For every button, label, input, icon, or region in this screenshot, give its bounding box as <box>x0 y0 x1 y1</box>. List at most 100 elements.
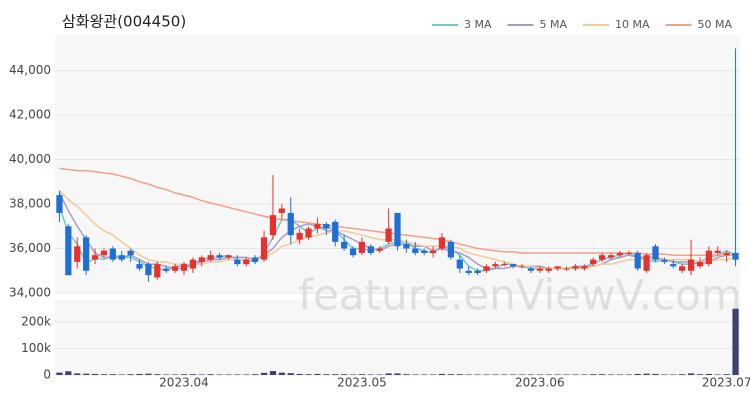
candle-body <box>65 226 72 276</box>
candle-body <box>376 248 383 251</box>
candle-body <box>732 252 739 260</box>
candle-body <box>661 259 668 262</box>
volume-bar <box>385 373 392 375</box>
watermark: feature.enViewV.com <box>298 271 741 320</box>
candle-body <box>323 224 330 229</box>
volume-bar <box>287 373 294 375</box>
volume-bar <box>100 374 108 375</box>
y-tick-label: 36,000 <box>9 241 51 255</box>
candle-body <box>198 257 205 262</box>
volume-bar <box>323 374 330 375</box>
candle-body <box>349 248 357 256</box>
volume-bar <box>607 374 615 375</box>
candle-body <box>74 246 81 262</box>
volume-bar <box>127 374 134 375</box>
volume-bar <box>447 374 454 375</box>
volume-bar <box>243 374 250 375</box>
y-tick-label: 38,000 <box>9 197 51 211</box>
candle-body <box>581 266 588 269</box>
volume-bar <box>91 373 99 375</box>
candle-body <box>243 259 250 265</box>
candle-body <box>234 259 241 265</box>
candle-body <box>607 255 615 258</box>
volume-bar <box>545 374 552 375</box>
chart-title: 삼화왕관(004450) <box>62 13 186 31</box>
y-tick-label: 42,000 <box>9 108 51 122</box>
candle-body <box>171 266 179 271</box>
candle-body <box>287 212 294 236</box>
y-tick-label: 34,000 <box>9 286 51 300</box>
volume-bar <box>492 374 499 375</box>
volume-bar <box>154 374 161 375</box>
volume-bar <box>501 374 508 375</box>
volume-bar <box>189 374 197 375</box>
volume-bar <box>367 374 374 375</box>
candle-body <box>314 224 321 229</box>
candle-body <box>438 237 446 249</box>
volume-bar <box>625 374 632 375</box>
candle-body <box>269 215 277 236</box>
candle-body <box>429 250 437 253</box>
candle-body <box>598 255 606 260</box>
x-tick-label: 2023.04 <box>159 376 209 390</box>
volume-bar <box>723 374 730 375</box>
volume-bar <box>563 374 570 375</box>
candle-body <box>545 268 552 271</box>
candle-body <box>687 259 695 271</box>
volume-bar <box>56 372 63 375</box>
volume-bar <box>714 374 721 375</box>
volume-bar <box>332 374 339 375</box>
legend-label: 50 MA <box>698 18 733 31</box>
volume-bar <box>341 374 348 375</box>
candle-body <box>412 248 419 253</box>
candle-body <box>465 270 472 273</box>
candle-body <box>154 264 161 278</box>
volume-bar <box>260 372 268 375</box>
candle-body <box>100 250 108 256</box>
volume-bar <box>269 371 277 375</box>
volume-tick-label: 0 <box>43 368 51 382</box>
candle-body <box>714 250 721 253</box>
candle-body <box>252 257 259 262</box>
candle-body <box>332 221 339 242</box>
candle-body <box>679 266 686 271</box>
candle-body <box>163 268 170 271</box>
candle-body <box>696 261 704 267</box>
candle-body <box>447 241 454 258</box>
volume-bar <box>252 374 259 375</box>
volume-bar <box>527 374 535 375</box>
legend-label: 10 MA <box>615 18 650 31</box>
volume-bar <box>456 374 463 375</box>
candle-body <box>723 252 730 256</box>
volume-bar <box>83 373 90 375</box>
volume-bar <box>598 374 606 375</box>
candle-body <box>403 244 410 249</box>
volume-bar <box>732 308 739 375</box>
candle-body <box>136 264 143 269</box>
volume-bar <box>207 374 214 375</box>
volume-bar <box>696 374 704 375</box>
candle-body <box>83 237 90 271</box>
candle-body <box>474 270 481 273</box>
y-tick-label: 40,000 <box>9 152 51 166</box>
candle-body <box>456 259 463 269</box>
candle-body <box>341 241 348 249</box>
candle-body <box>705 250 712 265</box>
candle-body <box>358 241 366 253</box>
volume-bar <box>421 374 428 375</box>
candle-body <box>91 255 99 260</box>
volume-bar <box>652 373 659 375</box>
candle-body <box>670 264 677 267</box>
legend-label: 3 MA <box>464 18 492 31</box>
volume-bar <box>590 374 597 375</box>
candle-body <box>385 228 392 242</box>
candle-body <box>109 248 116 260</box>
candle-body <box>518 266 526 268</box>
candle-body <box>118 255 125 260</box>
candle-body <box>394 212 401 247</box>
volume-bar <box>349 374 357 375</box>
y-tick-label: 44,000 <box>9 63 51 77</box>
volume-bar <box>376 374 383 375</box>
candle-body <box>180 264 188 271</box>
